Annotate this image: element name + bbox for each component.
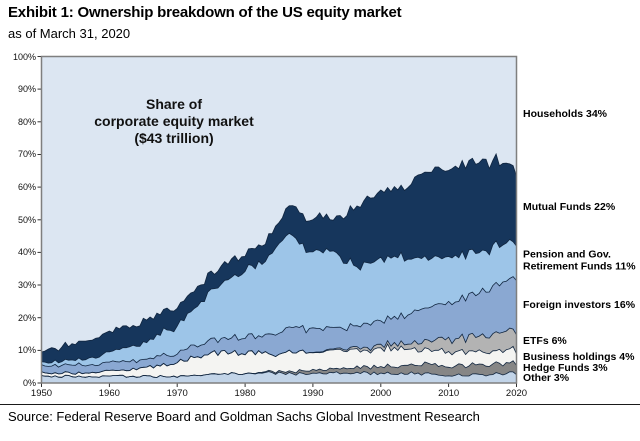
legend-label-pension-and-gov-retirement-funds: Pension and Gov. Retirement Funds 11% — [523, 248, 636, 273]
y-axis-tick-label: 100% — [12, 51, 36, 62]
area-hedge-funds — [41, 360, 517, 378]
y-axis-tick-label: 50% — [17, 214, 36, 225]
area-foreign-investors — [41, 276, 517, 375]
boundary-foreign-investors — [41, 276, 517, 368]
y-axis-tick-label: 40% — [17, 247, 36, 258]
x-axis-tick-label: 1970 — [166, 388, 188, 399]
y-axis-tick-label: 30% — [17, 280, 36, 291]
y-axis-tick-label: 90% — [17, 84, 36, 95]
legend-label-etfs: ETFs 6% — [523, 334, 567, 347]
boundary-hedge-funds — [41, 360, 517, 378]
legend-label-hedge-funds: Hedge Funds 3% — [523, 362, 608, 375]
chart-annotation: Share of corporate equity market ($43 tr… — [94, 96, 254, 146]
legend-label-mutual-funds: Mutual Funds 22% — [523, 200, 616, 213]
x-axis-tick-label: 1960 — [98, 388, 120, 399]
y-axis-tick-label: 80% — [17, 116, 36, 127]
boundary-pension-and-gov-retirement-funds — [41, 232, 517, 364]
y-axis-tick-label: 60% — [17, 182, 36, 193]
source-note: Source: Federal Reserve Board and Goldma… — [8, 409, 480, 424]
boundary-etfs — [41, 327, 517, 375]
area-other — [41, 371, 517, 383]
boundary-mutual-funds — [41, 152, 517, 353]
x-axis-tick-label: 1990 — [302, 388, 324, 399]
area-mutual-funds — [41, 154, 517, 364]
page-title: Exhibit 1: Ownership breakdown of the US… — [8, 4, 402, 21]
area-households — [41, 56, 517, 352]
legend-label-households: Households 34% — [523, 107, 608, 120]
area-business-holdings — [41, 344, 517, 378]
x-axis-tick-label: 1950 — [30, 388, 53, 399]
y-axis-tick-label: 10% — [17, 345, 36, 356]
area-pension-and-gov-retirement-funds — [41, 233, 517, 368]
page-subtitle: as of March 31, 2020 — [8, 26, 131, 41]
legend-label-business-holdings: Business holdings 4% — [523, 350, 635, 363]
x-axis-tick-label: 2000 — [370, 388, 392, 399]
x-axis-tick-label: 2010 — [438, 388, 460, 399]
plot-frame — [40, 55, 518, 384]
legend-label-foreign-investors: Foreign investors 16% — [523, 298, 636, 311]
y-axis-tick-label: 0% — [22, 378, 36, 388]
y-axis-tick-label: 70% — [17, 149, 36, 160]
y-axis-tick-label: 20% — [17, 312, 36, 323]
footer-divider — [0, 404, 640, 405]
x-axis-tick-label: 2020 — [505, 388, 528, 399]
legend-label-other: Other 3% — [523, 371, 570, 384]
x-axis-tick-label: 1980 — [234, 388, 256, 399]
